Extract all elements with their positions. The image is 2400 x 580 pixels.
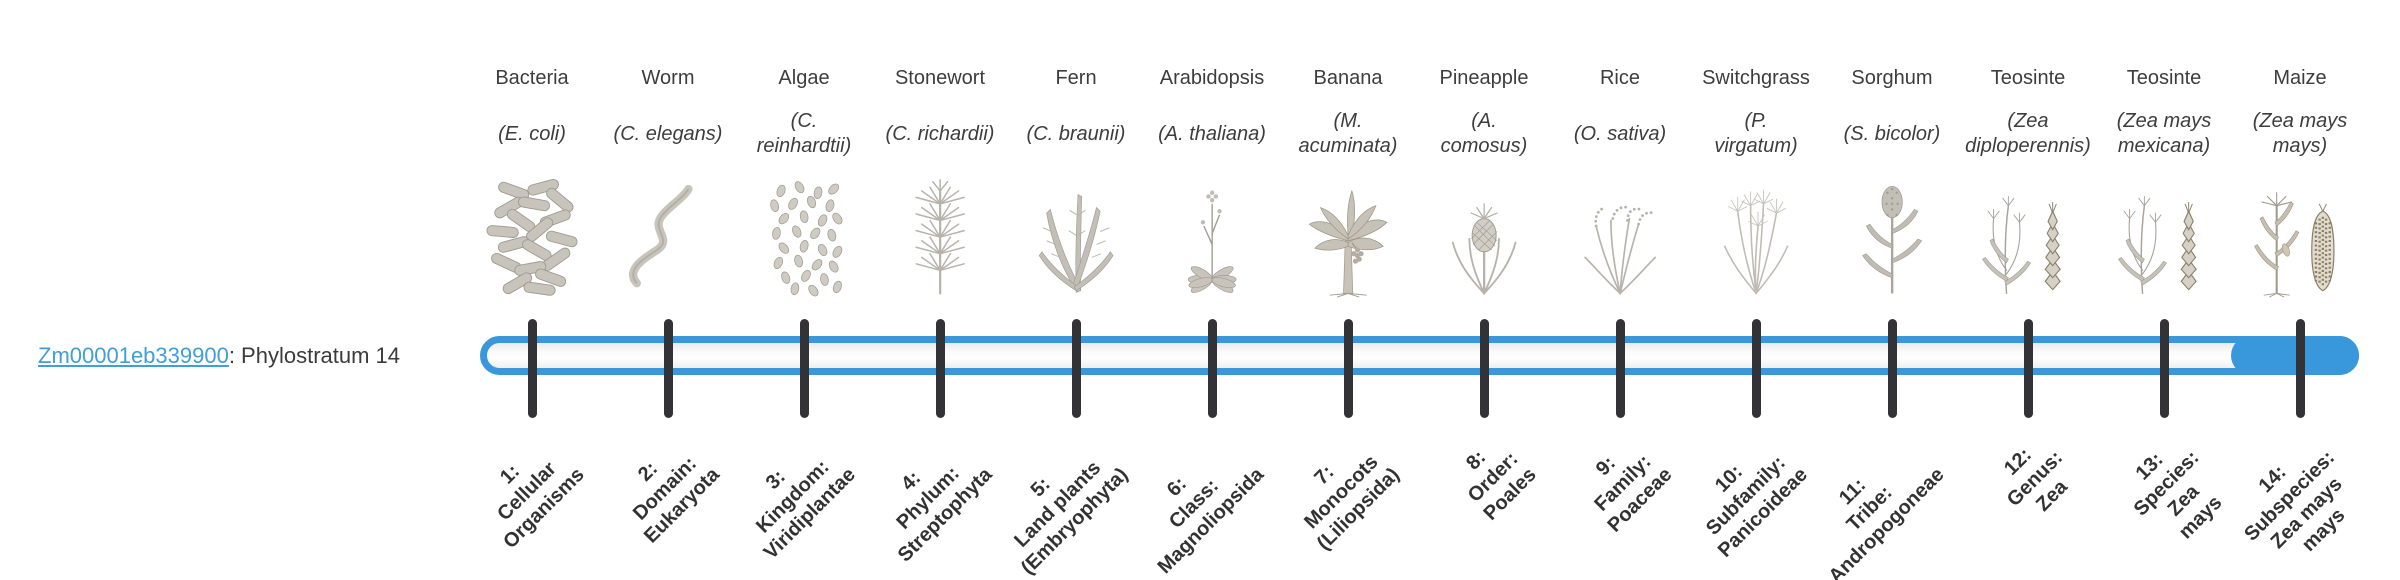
teosinte-icon — [1968, 176, 2088, 298]
rice-icon — [1560, 176, 1680, 298]
species-label: (S. bicolor) — [1843, 122, 1941, 145]
tick-ps14 — [2295, 319, 2305, 418]
species-label: (C. richardii) — [885, 122, 995, 145]
organism-name-ps13: Teosinte — [2126, 67, 2202, 89]
tick-ps11 — [1887, 319, 1897, 418]
tick-ps1 — [527, 319, 537, 418]
phylostratum-bar-track — [480, 336, 2359, 375]
banana-icon — [1288, 176, 1408, 298]
species-label: (Zea diploperennis) — [1965, 110, 2091, 157]
gene-label: Zm00001eb339900: Phylostratum 14 — [38, 341, 400, 371]
species-label: (P. virgatum) — [1714, 110, 1798, 157]
tick-ps3 — [799, 319, 809, 418]
phylostratum-14-fill — [2231, 336, 2359, 375]
organism-name-ps5: Fern — [1055, 67, 1097, 89]
tick-ps7 — [1343, 319, 1353, 418]
species-label: (C. braunii) — [1026, 122, 1126, 145]
species-label: (Zea mays mays) — [2252, 110, 2348, 157]
gene-id-link[interactable]: Zm00001eb339900 — [38, 343, 229, 368]
species-label: (E. coli) — [498, 122, 566, 145]
species-label: (C. elegans) — [613, 122, 723, 145]
tick-ps10 — [1751, 319, 1761, 418]
tick-ps2 — [663, 319, 673, 418]
organism-name-ps10: Switchgrass — [1702, 67, 1810, 89]
sorghum-icon — [1832, 176, 1952, 298]
organism-name-ps8: Pineapple — [1439, 67, 1529, 89]
organism-name-ps4: Stonewort — [894, 67, 986, 89]
maize-icon — [2240, 176, 2360, 298]
organism-name-ps11: Sorghum — [1851, 67, 1933, 89]
tick-ps9 — [1615, 319, 1625, 418]
tick-ps4 — [935, 319, 945, 418]
arabidopsis-icon — [1152, 176, 1272, 298]
teosinte-icon — [2104, 176, 2224, 298]
worm-icon — [608, 176, 728, 298]
stonewort-icon — [880, 176, 1000, 298]
species-label: (O. sativa) — [1573, 122, 1667, 145]
gene-annotation-text: : Phylostratum 14 — [228, 343, 401, 368]
bacteria-icon — [472, 176, 592, 298]
pineapple-icon — [1424, 176, 1544, 298]
tick-ps5 — [1071, 319, 1081, 418]
organism-name-ps7: Banana — [1313, 67, 1383, 89]
organism-name-ps3: Algae — [778, 67, 830, 89]
tick-ps6 — [1207, 319, 1217, 418]
organism-name-ps1: Bacteria — [495, 67, 569, 89]
tick-ps8 — [1479, 319, 1489, 418]
species-label: (C. reinhardtii) — [756, 110, 852, 157]
switchgrass-icon — [1696, 176, 1816, 298]
organism-name-ps6: Arabidopsis — [1159, 67, 1265, 89]
fern-icon — [1016, 176, 1136, 298]
tick-ps13 — [2159, 319, 2169, 418]
species-label: (A. thaliana) — [1158, 122, 1266, 145]
species-label: (Zea mays mexicana) — [2116, 110, 2212, 157]
organism-name-ps14: Maize — [2273, 67, 2327, 89]
tick-ps12 — [2023, 319, 2033, 418]
organism-name-ps2: Worm — [641, 67, 695, 89]
algae-icon — [744, 176, 864, 298]
organism-name-ps12: Teosinte — [1990, 67, 2066, 89]
species-label: (M. acuminata) — [1298, 110, 1398, 157]
species-label: (A. comosus) — [1440, 110, 1528, 157]
organism-name-ps9: Rice — [1599, 67, 1640, 89]
